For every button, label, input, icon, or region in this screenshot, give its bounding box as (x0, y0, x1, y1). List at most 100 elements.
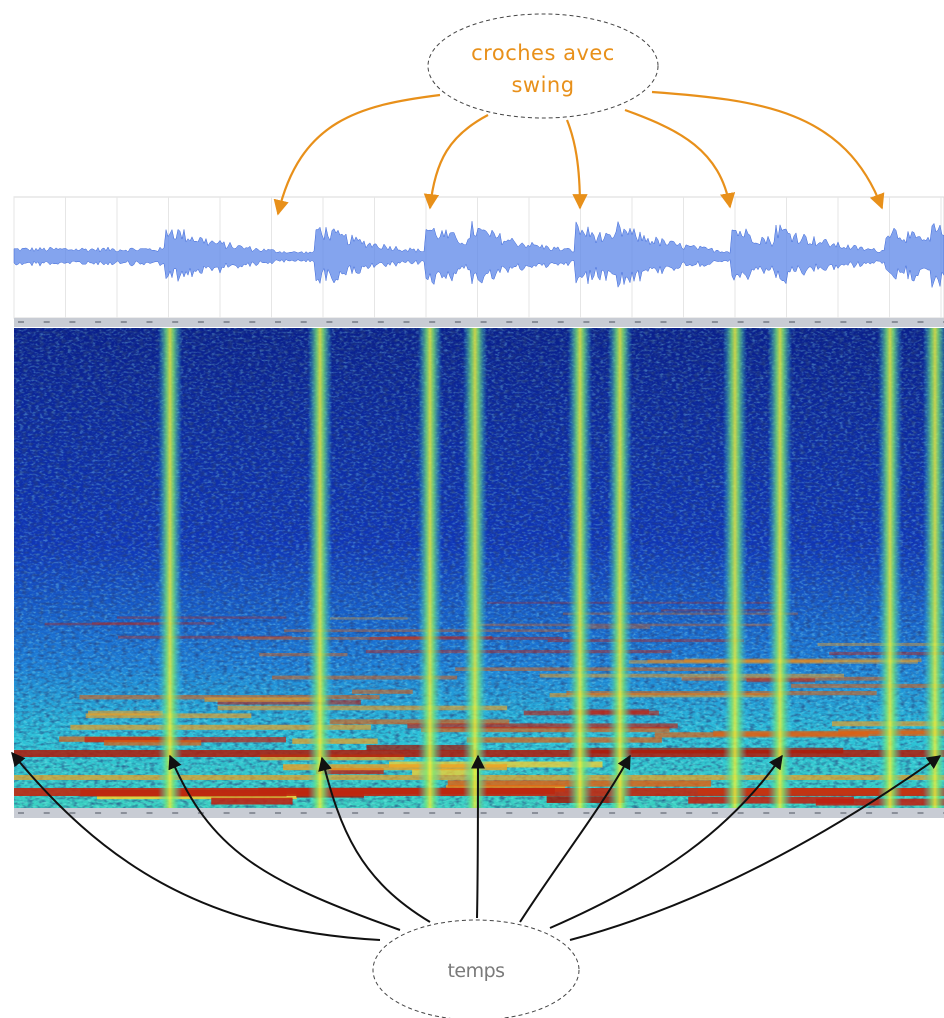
ruler-tick (18, 812, 24, 814)
arrow (569, 755, 942, 941)
ruler-tick (660, 812, 667, 814)
harmonic (412, 769, 480, 776)
ruler-tick (737, 321, 744, 323)
harmonic (330, 617, 408, 620)
ruler-tick (352, 812, 359, 814)
arrow (318, 756, 431, 923)
ruler-tick (480, 321, 487, 323)
ruler-tick (557, 321, 564, 323)
ruler-tick (609, 321, 616, 323)
harmonic (316, 768, 384, 775)
ruler-tick (789, 321, 795, 323)
onset-band (463, 328, 487, 808)
harmonic (566, 691, 877, 696)
harmonic (283, 764, 508, 771)
annotation-arrows (11, 751, 942, 941)
harmonic (562, 612, 799, 615)
harmonic (211, 797, 293, 805)
annotation-arrows (273, 90, 885, 216)
ruler-tick (583, 812, 590, 814)
ruler-tick (352, 321, 359, 323)
harmonic (84, 737, 287, 743)
harmonic (407, 723, 678, 729)
harmonic (684, 658, 922, 662)
harmonic (88, 710, 163, 716)
harmonic (713, 730, 944, 736)
ruler-tick (814, 321, 821, 323)
ruler-tick (223, 321, 230, 323)
harmonic (104, 740, 202, 746)
time-ruler (14, 808, 944, 818)
onset-bands (158, 328, 944, 808)
ruler-tick (95, 321, 102, 323)
onset-band (768, 328, 792, 808)
ruler-tick (789, 812, 795, 814)
harmonic (70, 724, 371, 730)
arrow (11, 751, 381, 941)
onset-band (568, 328, 592, 808)
ruler-tick (300, 812, 307, 814)
ruler-tick (583, 321, 590, 323)
harmonic (217, 705, 508, 711)
ruler-ticks (18, 812, 944, 814)
harmonic (539, 673, 844, 678)
ruler-tick (69, 321, 76, 323)
harmonic (271, 675, 458, 680)
annotation-bubble (372, 919, 580, 1018)
ruler-tick (454, 812, 461, 814)
ruler-tick (197, 321, 204, 323)
arrow (549, 754, 783, 929)
ruler-tick (326, 321, 333, 323)
ruler-tick (891, 321, 898, 323)
ruler-tick (506, 321, 513, 323)
onset-band (923, 328, 944, 808)
ruler-tick (146, 812, 153, 814)
ruler-tick (249, 321, 256, 323)
arrow (273, 93, 441, 216)
ruler-tick (686, 321, 693, 323)
ruler-tick (300, 321, 307, 323)
onset-band (418, 328, 442, 808)
harmonic (455, 667, 730, 671)
ruler-tick (480, 812, 487, 814)
ruler-tick (609, 812, 616, 814)
onset-band (878, 328, 902, 808)
ruler-tick (429, 812, 436, 814)
ruler-tick (377, 321, 384, 323)
ruler-tick (69, 812, 76, 814)
ruler-tick (172, 321, 179, 323)
ruler-tick (43, 321, 50, 323)
ruler-tick (711, 812, 718, 814)
arrow (565, 119, 588, 210)
harmonic (486, 601, 785, 604)
ruler-tick (737, 812, 744, 814)
harmonic (259, 652, 348, 657)
harmonic (217, 700, 361, 705)
harmonic (44, 622, 160, 626)
annotation-label: swing (511, 73, 574, 97)
ruler-tick (917, 321, 924, 323)
ruler-tick (686, 812, 693, 814)
ruler-tick (866, 812, 873, 814)
arrow (423, 114, 489, 210)
ruler-tick (120, 812, 127, 814)
onset-band (308, 328, 332, 808)
ruler-tick (660, 321, 667, 323)
harmonic (260, 754, 405, 761)
ruler-tick (711, 321, 718, 323)
ruler-tick (557, 812, 564, 814)
ruler-tick (249, 812, 256, 814)
harmonic (791, 683, 944, 688)
ruler-ticks (18, 321, 944, 323)
ruler-tick (917, 812, 924, 814)
ruler-tick (223, 812, 230, 814)
onset-band (608, 328, 632, 808)
harmonic (466, 737, 662, 743)
ruler-tick (891, 812, 898, 814)
arrow (470, 754, 485, 919)
annotation-label: croches avec (471, 41, 615, 65)
ruler-tick (95, 812, 102, 814)
onset-band (158, 328, 182, 808)
